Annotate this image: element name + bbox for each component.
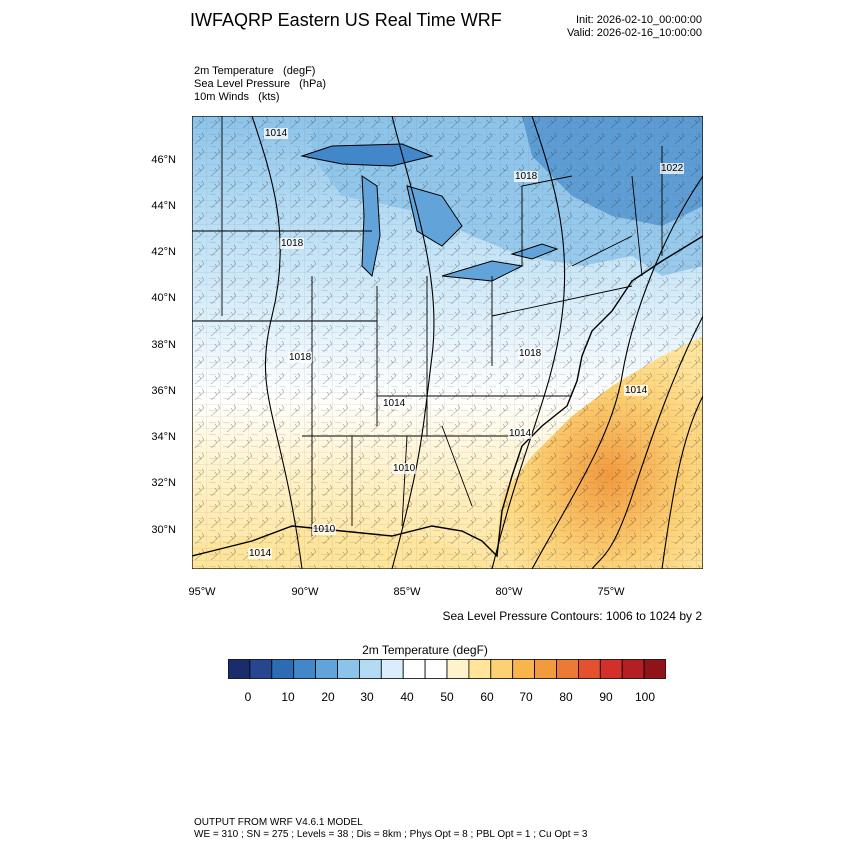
pressure-label: 1018 [288, 352, 313, 363]
colorbar-swatch [358, 659, 382, 679]
field-label-winds: 10m Winds (kts) [194, 91, 280, 103]
lon-tick: 95°W [188, 586, 216, 598]
wind-barbs [192, 116, 703, 569]
isobars [251, 116, 703, 569]
lat-tick: 44°N [151, 200, 176, 212]
weather-map: 1014 1018 1022 1018 1018 1018 1014 1014 … [192, 116, 703, 569]
lat-tick: 32°N [151, 477, 176, 489]
colorbar-tick: 70 [519, 690, 533, 704]
pressure-label: 1014 [508, 428, 533, 439]
model-footer: OUTPUT FROM WRF V4.6.1 MODEL [194, 817, 363, 828]
lat-tick: 30°N [151, 524, 176, 536]
lat-tick: 42°N [151, 246, 176, 258]
colorbar-swatch [556, 659, 579, 679]
colorbar-swatch [228, 659, 251, 679]
pressure-label: 1022 [660, 163, 685, 174]
colorbar-tick: 90 [599, 690, 613, 704]
state-boundaries [192, 116, 663, 536]
colorbar-swatch [534, 659, 557, 679]
lon-tick: 75°W [597, 586, 625, 598]
colorbar-tick: 0 [244, 690, 252, 704]
lon-tick: 85°W [393, 586, 421, 598]
colorbar-title: 2m Temperature (degF) [362, 643, 488, 657]
colorbar-swatch [315, 659, 338, 679]
lon-tick: 80°W [495, 586, 523, 598]
colorbar-tick: 100 [634, 690, 656, 704]
colorbar-swatch [468, 659, 492, 679]
colorbar-swatch [402, 659, 426, 679]
field-label-pressure: Sea Level Pressure (hPa) [194, 78, 327, 90]
pressure-label: 1018 [280, 238, 305, 249]
pressure-label: 1010 [312, 524, 337, 535]
colorbar-tick: 30 [360, 690, 374, 704]
colorbar-swatch [293, 659, 316, 679]
colorbar-swatch [337, 659, 360, 679]
colorbar-tick: 20 [321, 690, 335, 704]
pressure-label: 1018 [518, 348, 543, 359]
pressure-label: 1014 [264, 128, 289, 139]
colorbar-swatch [577, 659, 601, 679]
colorbar-swatch [249, 659, 273, 679]
lat-tick: 38°N [151, 339, 176, 351]
lat-tick: 46°N [151, 154, 176, 166]
colorbar-swatch [380, 659, 404, 679]
lat-tick: 34°N [151, 431, 176, 443]
colorbar-tick: 60 [480, 690, 494, 704]
lat-tick: 36°N [151, 385, 176, 397]
colorbar-tick: 10 [281, 690, 295, 704]
pressure-label: 1014 [624, 385, 649, 396]
lake-michigan [361, 175, 381, 278]
lon-tick: 90°W [291, 586, 319, 598]
pressure-label: 1014 [248, 548, 273, 559]
init-time: Init: 2026-02-10_00:00:00 [576, 14, 702, 26]
lake-huron [406, 185, 463, 247]
colorbar-swatch [621, 659, 645, 679]
colorbar-swatch [643, 659, 666, 679]
colorbar-swatch [599, 659, 623, 679]
field-label-temperature: 2m Temperature (degF) [194, 65, 316, 77]
colorbar [228, 659, 666, 679]
pressure-label: 1014 [382, 398, 407, 409]
map-canvas [192, 116, 703, 569]
contour-note: Sea Level Pressure Contours: 1006 to 102… [442, 609, 703, 623]
colorbar-swatch [271, 659, 295, 679]
pressure-label: 1010 [392, 463, 417, 474]
valid-time: Valid: 2026-02-16_10:00:00 [567, 27, 702, 39]
colorbar-tick: 50 [440, 690, 454, 704]
colorbar-swatch [512, 659, 536, 679]
colorbar-swatch [424, 659, 448, 679]
pressure-label: 1018 [514, 171, 539, 182]
map-title: IWFAQRP Eastern US Real Time WRF [190, 10, 502, 30]
colorbar-swatch [490, 659, 514, 679]
colorbar-tick: 80 [559, 690, 573, 704]
lake-ontario [510, 243, 559, 260]
lat-tick: 40°N [151, 292, 176, 304]
colorbar-tick: 40 [400, 690, 414, 704]
colorbar-swatch [446, 659, 470, 679]
model-config: WE = 310 ; SN = 275 ; Levels = 38 ; Dis … [194, 829, 588, 840]
lake-superior [300, 143, 434, 167]
